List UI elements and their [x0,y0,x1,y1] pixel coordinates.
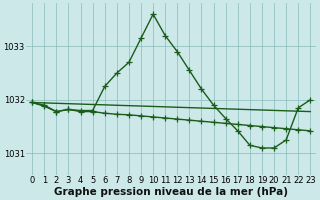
X-axis label: Graphe pression niveau de la mer (hPa): Graphe pression niveau de la mer (hPa) [54,187,288,197]
